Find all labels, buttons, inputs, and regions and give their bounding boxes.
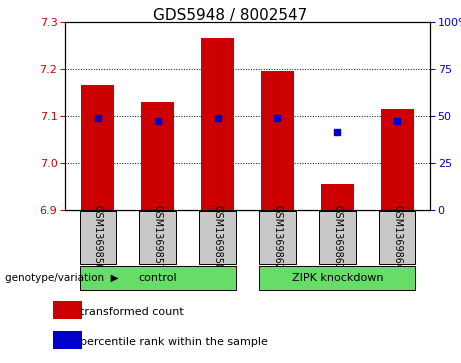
Text: GSM1369858: GSM1369858 [213, 205, 223, 270]
Text: control: control [138, 273, 177, 283]
Bar [381, 109, 414, 210]
Text: transformed count: transformed count [80, 307, 183, 317]
FancyBboxPatch shape [140, 211, 176, 265]
Text: GSM1369863: GSM1369863 [332, 205, 342, 270]
Text: genotype/variation  ▶: genotype/variation ▶ [5, 273, 118, 283]
Point [154, 118, 161, 124]
Text: GSM1369864: GSM1369864 [392, 205, 402, 270]
FancyBboxPatch shape [379, 211, 415, 265]
Bar [261, 72, 294, 210]
Point [214, 115, 221, 121]
Point [334, 130, 341, 135]
FancyBboxPatch shape [199, 211, 236, 265]
Text: percentile rank within the sample: percentile rank within the sample [80, 337, 267, 347]
FancyBboxPatch shape [80, 211, 116, 265]
Bar [201, 38, 234, 210]
Bar [53, 331, 82, 349]
Bar [53, 301, 82, 319]
FancyBboxPatch shape [259, 211, 296, 265]
Point [94, 115, 101, 121]
FancyBboxPatch shape [319, 211, 355, 265]
Bar [141, 102, 174, 210]
Point [274, 115, 281, 121]
Point [393, 118, 401, 124]
Text: GDS5948 / 8002547: GDS5948 / 8002547 [154, 8, 307, 23]
Text: GSM1369857: GSM1369857 [153, 205, 163, 270]
FancyBboxPatch shape [80, 265, 236, 290]
Text: GSM1369862: GSM1369862 [272, 205, 283, 270]
Bar [321, 184, 354, 210]
Bar [82, 85, 114, 210]
Text: GSM1369856: GSM1369856 [93, 205, 103, 270]
FancyBboxPatch shape [259, 265, 415, 290]
Text: ZIPK knockdown: ZIPK knockdown [291, 273, 383, 283]
